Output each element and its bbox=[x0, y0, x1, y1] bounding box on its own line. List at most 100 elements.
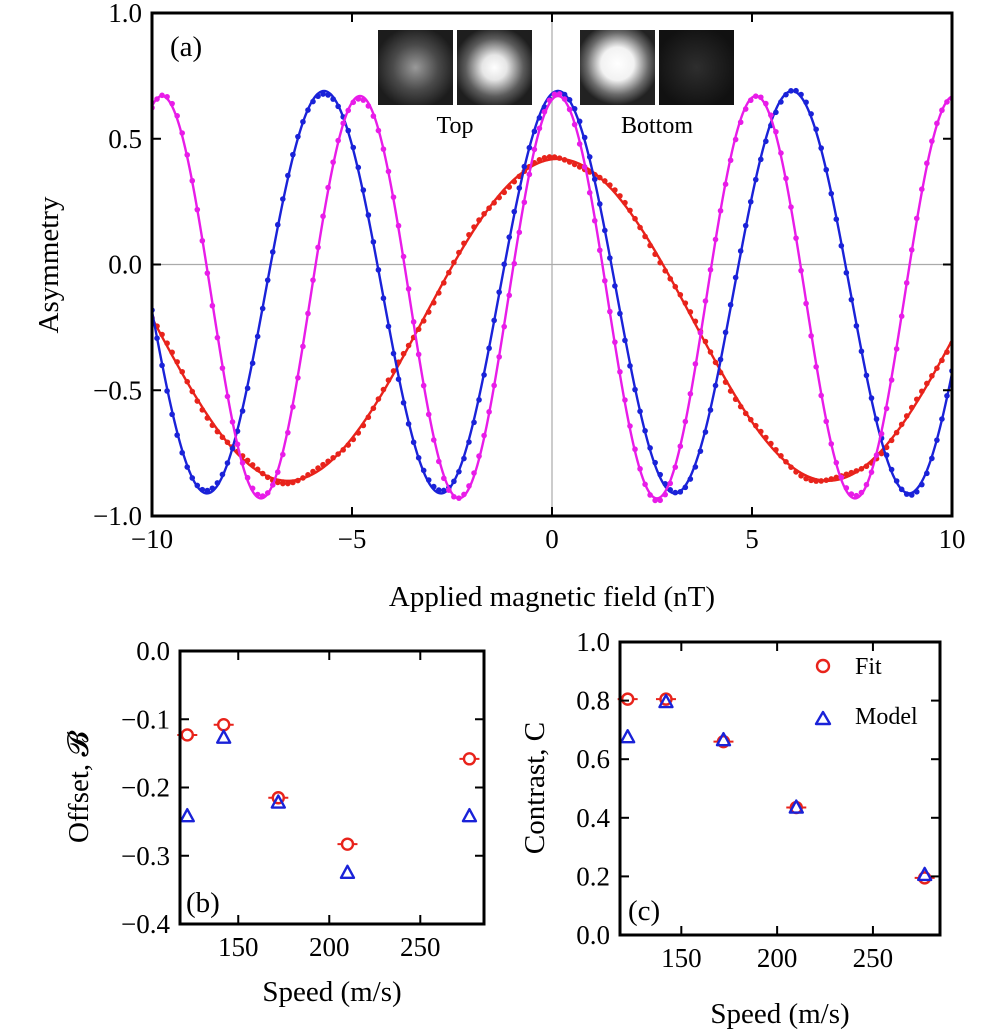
data-point-red bbox=[672, 283, 679, 290]
data-point-blue bbox=[742, 222, 749, 229]
data-point-red bbox=[259, 470, 266, 477]
data-point-red bbox=[667, 275, 674, 282]
plot-frame-b bbox=[178, 649, 486, 926]
data-point-red bbox=[315, 465, 321, 471]
data-point-magenta bbox=[873, 452, 880, 458]
data-point-red bbox=[209, 422, 216, 429]
legend-fit-label: Fit bbox=[855, 654, 882, 680]
data-point-blue bbox=[888, 466, 895, 473]
data-point-blue bbox=[214, 480, 221, 486]
data-point-magenta bbox=[471, 470, 477, 476]
data-point-blue bbox=[249, 360, 256, 367]
data-point-red bbox=[929, 373, 935, 379]
data-point-magenta bbox=[511, 260, 518, 267]
data-point-magenta bbox=[707, 266, 714, 273]
data-point-magenta bbox=[627, 423, 633, 429]
data-point-red bbox=[903, 413, 910, 419]
data-point-blue bbox=[390, 350, 397, 357]
data-point-magenta bbox=[435, 458, 442, 465]
data-point-red bbox=[742, 410, 749, 417]
data-point-red bbox=[224, 439, 231, 446]
data-point-blue bbox=[571, 105, 578, 112]
data-point-red bbox=[763, 434, 769, 441]
data-point-magenta bbox=[742, 106, 749, 112]
data-point-red bbox=[274, 479, 281, 486]
data-point-blue bbox=[642, 428, 648, 434]
data-point-blue bbox=[838, 242, 845, 249]
data-point-magenta bbox=[269, 482, 276, 488]
data-point-magenta bbox=[430, 437, 437, 443]
data-point-red bbox=[466, 231, 472, 238]
data-point-blue bbox=[194, 482, 201, 489]
data-point-red bbox=[194, 398, 201, 404]
data-point-magenta bbox=[466, 483, 472, 489]
data-point-magenta bbox=[179, 130, 185, 136]
data-point-magenta bbox=[501, 323, 508, 330]
data-point-magenta bbox=[244, 474, 251, 481]
data-point-blue bbox=[435, 487, 442, 493]
data-point-magenta bbox=[164, 93, 170, 100]
data-point-magenta bbox=[174, 113, 180, 119]
data-point-red bbox=[184, 378, 191, 385]
data-point-red bbox=[295, 477, 301, 484]
data-point-blue bbox=[893, 478, 900, 484]
data-point-red bbox=[944, 349, 950, 355]
data-point-blue bbox=[596, 201, 603, 207]
data-point-blue bbox=[883, 452, 890, 458]
data-point-red bbox=[612, 187, 618, 193]
model-point bbox=[619, 729, 636, 744]
data-point-magenta bbox=[858, 489, 865, 496]
data-point-blue bbox=[903, 491, 910, 497]
data-point-magenta bbox=[385, 168, 392, 175]
data-point-red bbox=[758, 428, 764, 435]
x-tick-label-c: 150 bbox=[661, 943, 702, 973]
data-point-magenta bbox=[939, 107, 945, 114]
data-point-magenta bbox=[536, 125, 543, 132]
data-point-blue bbox=[858, 348, 865, 355]
data-point-magenta bbox=[390, 194, 397, 200]
data-point-red bbox=[893, 429, 900, 436]
data-point-red bbox=[913, 396, 920, 403]
data-point-magenta bbox=[310, 277, 316, 283]
data-point-blue bbox=[425, 477, 432, 483]
model-point bbox=[788, 799, 804, 814]
data-point-magenta bbox=[315, 244, 321, 251]
data-point-magenta bbox=[647, 492, 653, 498]
x-tick-label-b: 150 bbox=[218, 932, 259, 962]
data-point-blue bbox=[305, 107, 311, 113]
legend-fit-marker bbox=[815, 658, 831, 674]
data-point-magenta bbox=[456, 495, 462, 501]
y-tick-label-c: 0.8 bbox=[576, 686, 610, 716]
data-point-red bbox=[420, 318, 427, 324]
data-point-blue bbox=[466, 439, 472, 445]
y-tick-label-a: 0.0 bbox=[108, 250, 142, 280]
data-point-blue bbox=[491, 317, 497, 324]
x-axis-title-c: Speed (m/s) bbox=[710, 998, 849, 1030]
data-point-blue bbox=[843, 269, 850, 276]
data-point-red bbox=[430, 299, 437, 306]
data-point-magenta bbox=[783, 175, 789, 182]
data-point-red bbox=[808, 477, 814, 484]
data-point-blue bbox=[365, 212, 372, 218]
data-point-red bbox=[360, 422, 367, 429]
data-point-magenta bbox=[360, 97, 367, 103]
data-point-blue bbox=[828, 190, 835, 197]
ticks-a: −10 −5 0 5 10 −1.0 −0.5 0.0 0.5 1.0 bbox=[93, 0, 965, 554]
data-point-red bbox=[939, 357, 945, 364]
data-point-red bbox=[773, 446, 779, 453]
y-tick-label-b: −0.2 bbox=[121, 773, 170, 803]
data-point-red bbox=[853, 468, 860, 474]
data-point-magenta bbox=[380, 146, 387, 152]
plot-frame-c bbox=[618, 640, 942, 937]
data-point-magenta bbox=[838, 474, 845, 481]
y-tick-label-b: −0.4 bbox=[121, 909, 170, 939]
data-point-red bbox=[496, 194, 502, 201]
data-point-red bbox=[264, 474, 271, 481]
data-point-magenta bbox=[727, 157, 734, 164]
data-point-red bbox=[712, 359, 719, 366]
data-point-red bbox=[461, 240, 467, 247]
data-point-magenta bbox=[461, 491, 467, 498]
data-point-magenta bbox=[581, 164, 588, 170]
points-b bbox=[177, 718, 480, 880]
